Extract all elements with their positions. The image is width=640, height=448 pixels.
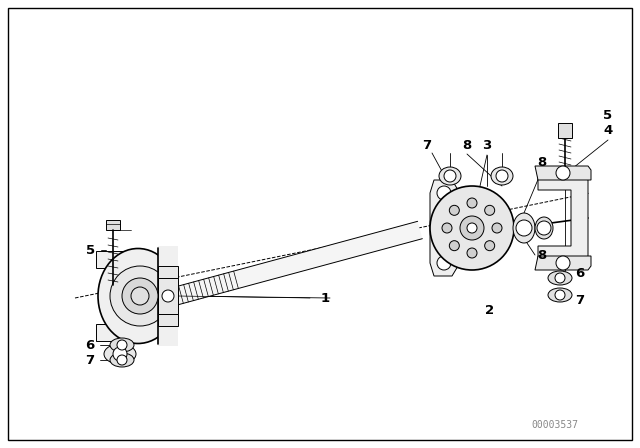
Circle shape (537, 221, 551, 235)
Circle shape (449, 205, 460, 215)
Circle shape (131, 287, 149, 305)
Text: 5: 5 (86, 244, 95, 257)
Circle shape (442, 223, 452, 233)
Ellipse shape (110, 338, 134, 352)
Polygon shape (538, 176, 588, 260)
Text: 2: 2 (485, 303, 495, 316)
Bar (158, 246, 178, 346)
Circle shape (437, 186, 451, 200)
Text: 8: 8 (462, 138, 472, 151)
Circle shape (467, 223, 477, 233)
Circle shape (444, 170, 456, 182)
Text: 7: 7 (575, 293, 584, 306)
Circle shape (556, 166, 570, 180)
Circle shape (496, 170, 508, 182)
Text: 1: 1 (321, 292, 330, 305)
Circle shape (437, 256, 451, 270)
Ellipse shape (104, 344, 136, 364)
Ellipse shape (491, 167, 513, 185)
Circle shape (430, 186, 514, 270)
Circle shape (110, 266, 170, 326)
Text: 8: 8 (538, 155, 547, 168)
Ellipse shape (548, 271, 572, 285)
Text: 7: 7 (85, 353, 95, 366)
Polygon shape (96, 324, 128, 341)
Circle shape (467, 248, 477, 258)
Circle shape (484, 205, 495, 215)
Circle shape (555, 290, 565, 300)
Ellipse shape (548, 288, 572, 302)
Ellipse shape (439, 167, 461, 185)
Ellipse shape (535, 217, 553, 239)
Ellipse shape (110, 353, 134, 367)
Polygon shape (535, 166, 591, 180)
Text: 6: 6 (575, 267, 584, 280)
Circle shape (449, 241, 460, 251)
Ellipse shape (98, 249, 178, 344)
Circle shape (556, 256, 570, 270)
Polygon shape (158, 314, 178, 326)
Polygon shape (430, 180, 458, 276)
Circle shape (122, 278, 158, 314)
Polygon shape (535, 256, 591, 270)
Text: 00003537: 00003537 (531, 420, 579, 430)
Circle shape (162, 290, 174, 302)
Bar (558, 123, 572, 138)
Bar (158, 278, 178, 314)
Circle shape (460, 216, 484, 240)
Ellipse shape (513, 213, 535, 243)
Text: 8: 8 (538, 249, 547, 262)
Text: 7: 7 (422, 138, 431, 151)
Circle shape (467, 198, 477, 208)
Text: 3: 3 (483, 138, 492, 151)
Circle shape (484, 241, 495, 251)
Polygon shape (158, 266, 178, 278)
Polygon shape (173, 221, 422, 305)
Circle shape (117, 355, 127, 365)
Circle shape (555, 273, 565, 283)
Polygon shape (96, 251, 128, 268)
Circle shape (516, 220, 532, 236)
Bar (106, 220, 120, 230)
Text: 5: 5 (604, 108, 612, 121)
Circle shape (117, 340, 127, 350)
Text: 6: 6 (85, 339, 95, 352)
Circle shape (113, 347, 127, 361)
Text: 4: 4 (604, 124, 612, 137)
Circle shape (492, 223, 502, 233)
